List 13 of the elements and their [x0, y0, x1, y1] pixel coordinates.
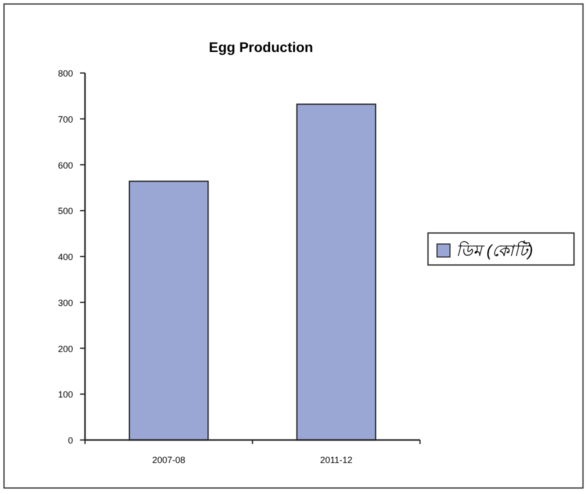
y-tick-label: 100	[58, 390, 73, 400]
y-tick-label: 800	[58, 68, 73, 78]
y-tick-label: 300	[58, 298, 73, 308]
y-tick-label: 0	[68, 436, 73, 446]
y-tick-label: 700	[58, 114, 73, 124]
y-tick-label: 600	[58, 160, 73, 170]
x-tick-label: 2007-08	[152, 455, 186, 465]
y-tick-label: 200	[58, 344, 73, 354]
y-tick-label: 400	[58, 252, 73, 262]
y-tick-label: 500	[58, 206, 73, 216]
chart-title: Egg Production	[208, 39, 314, 55]
x-tick-label: 2011-12	[320, 455, 352, 465]
legend-label: ডিম (কোটি)	[456, 240, 534, 260]
